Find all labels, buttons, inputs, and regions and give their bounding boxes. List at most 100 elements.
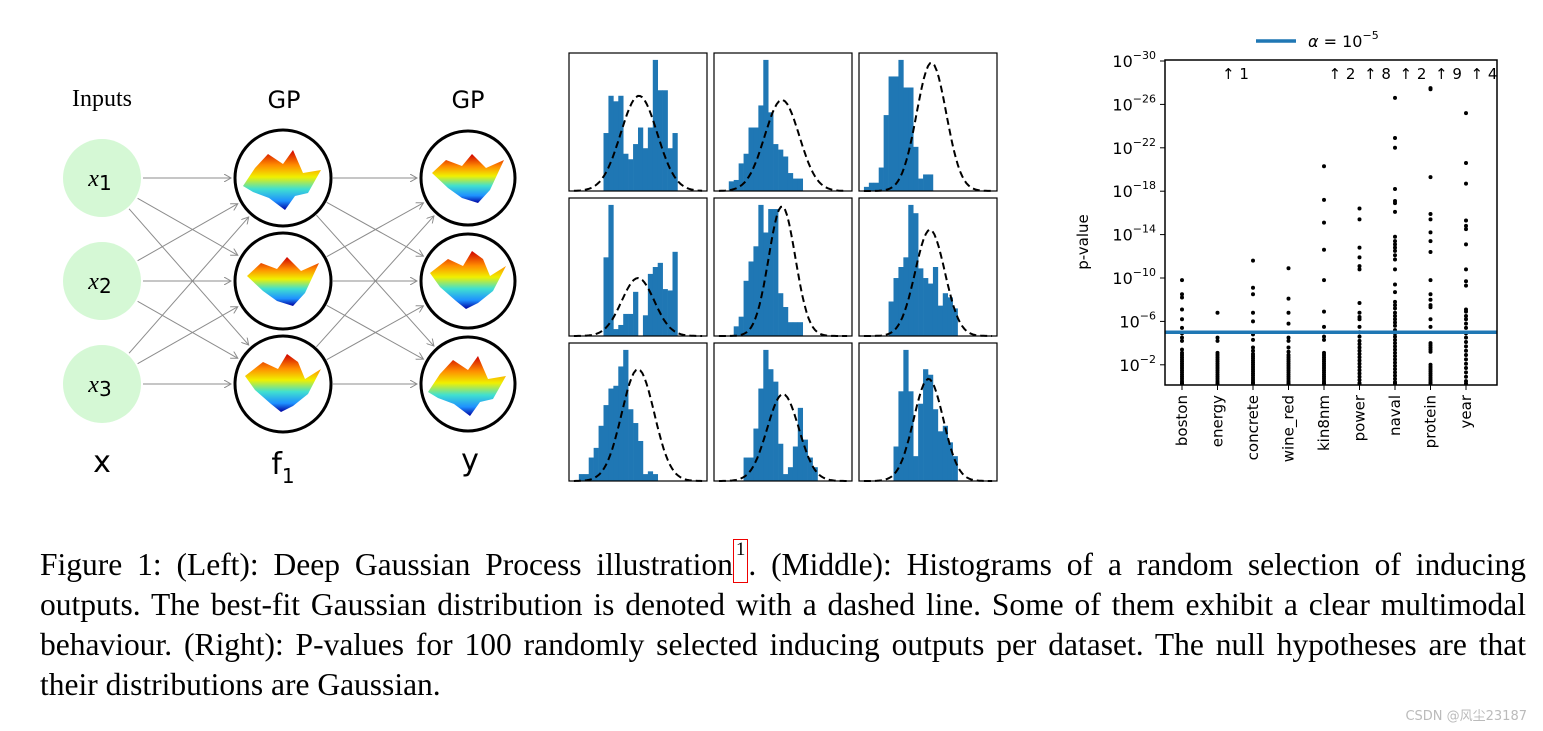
pvalue-point-protein (1428, 305, 1433, 310)
histogram-bar (743, 457, 749, 481)
pvalue-point-power (1357, 300, 1362, 305)
pvalue-point-protein (1428, 278, 1433, 283)
layer-label-f1: f1 (271, 447, 294, 488)
pvalue-point-power (1357, 355, 1362, 360)
histogram-bar (787, 467, 794, 481)
histogram-bar (908, 204, 914, 336)
histogram-bar (728, 181, 735, 191)
pvalue-point-naval (1393, 201, 1397, 206)
pvalue-point-power (1357, 255, 1362, 260)
pvalue-point-naval (1393, 344, 1397, 349)
x-tick-label-wine_red: wine_red (1280, 395, 1299, 462)
histogram-bar (738, 163, 744, 191)
histogram-grid (568, 52, 998, 482)
pvalue-point-naval (1393, 354, 1397, 359)
panel-frame (713, 342, 853, 482)
histogram-bar (888, 76, 894, 191)
histogram-bar (787, 322, 794, 336)
histogram-bar (628, 409, 634, 481)
pvalue-point-wine_red (1286, 338, 1291, 343)
pvalue-point-naval (1393, 350, 1397, 355)
histogram-bar (787, 173, 794, 191)
histogram-panel-3 (858, 52, 998, 192)
pvalue-point-power (1357, 368, 1362, 373)
histogram-bar (628, 159, 634, 191)
histogram-bar (628, 313, 634, 336)
histogram-bar (898, 59, 904, 192)
pvalue-point-boston (1180, 307, 1184, 312)
pvalue-point-boston (1180, 347, 1184, 352)
histogram-bar (613, 329, 619, 336)
pvalue-point-year (1464, 353, 1468, 358)
histogram-bar (608, 204, 614, 336)
pvalue-point-kin8nm (1322, 247, 1326, 252)
input-node-x2: x2 (63, 242, 141, 320)
panel-frame (568, 342, 708, 482)
diagram-edges (128, 178, 434, 384)
pvalue-point-kin8nm (1322, 197, 1326, 202)
pvalue-point-naval (1393, 242, 1397, 247)
footnote-ref-link[interactable]: 1 (732, 539, 749, 583)
pvalue-point-naval (1393, 253, 1397, 258)
pvalue-point-year (1464, 313, 1468, 318)
histogram-bar (778, 443, 784, 481)
histogram-bar (638, 127, 644, 191)
pvalue-point-naval (1393, 373, 1397, 378)
input-node-x3: x3 (63, 345, 141, 423)
y-tick-label: 10−6 (1119, 309, 1156, 331)
x-tick-label-boston: boston (1173, 395, 1191, 446)
pvalue-point-wine_red (1286, 321, 1291, 326)
pvalue-point-power (1357, 351, 1362, 356)
histogram-bar (873, 182, 880, 191)
pvalue-point-power (1357, 317, 1362, 322)
histogram-bar (792, 446, 799, 481)
histogram-bar (952, 308, 958, 336)
histogram-bar (763, 349, 769, 481)
gp-surface-icon (432, 154, 504, 203)
pvalue-point-year (1464, 283, 1468, 288)
pvalue-point-power (1357, 310, 1362, 315)
histogram-bar (652, 474, 659, 481)
pvalue-point-wine_red (1286, 266, 1291, 271)
watermark: CSDN @风尘23187 (1405, 709, 1527, 724)
pvalue-point-power (1357, 338, 1362, 343)
histogram-bar (812, 467, 818, 481)
histogram-bar (918, 403, 924, 481)
pvalue-point-year (1464, 361, 1468, 366)
histogram-panel-4 (568, 197, 708, 337)
histogram-bar (923, 278, 929, 336)
pvalue-point-wine_red (1286, 296, 1291, 301)
gp-surface-icon (243, 150, 321, 210)
histogram-bar (667, 148, 673, 191)
histogram-bar (608, 388, 614, 481)
histogram-bar (942, 293, 949, 336)
pvalue-point-year (1464, 340, 1468, 345)
gaussian-fit-curve (863, 377, 993, 482)
histogram-bar (633, 291, 639, 336)
pvalue-point-naval (1393, 367, 1397, 372)
pvalue-point-concrete (1251, 348, 1255, 353)
histogram-bar (623, 313, 629, 336)
pvalue-point-naval (1393, 310, 1397, 315)
histogram-panel-9 (858, 342, 998, 482)
histogram-bar (618, 324, 624, 336)
pvalue-point-year (1464, 279, 1468, 284)
pvalue-point-power (1357, 206, 1362, 211)
panel-frame (858, 197, 998, 337)
pvalue-point-kin8nm (1322, 337, 1326, 342)
pvalue-point-naval (1393, 360, 1397, 365)
pvalue-point-power (1357, 267, 1362, 272)
gp-surface-icon (430, 251, 506, 309)
histogram-bar (908, 391, 914, 481)
legend: α = 10−5 (1256, 29, 1379, 51)
pvalue-point-energy (1215, 310, 1220, 315)
pvalue-point-power (1357, 324, 1362, 329)
pvalue-point-wine_red (1286, 335, 1291, 340)
diagram-edge (128, 208, 249, 345)
histogram-bar (932, 267, 939, 336)
pvalue-point-protein (1428, 175, 1433, 180)
panel-frame (858, 52, 998, 192)
pvalue-point-naval (1393, 347, 1397, 352)
offscale-count-year: ↑ 4 (1471, 65, 1498, 83)
histogram-bar (758, 204, 764, 336)
